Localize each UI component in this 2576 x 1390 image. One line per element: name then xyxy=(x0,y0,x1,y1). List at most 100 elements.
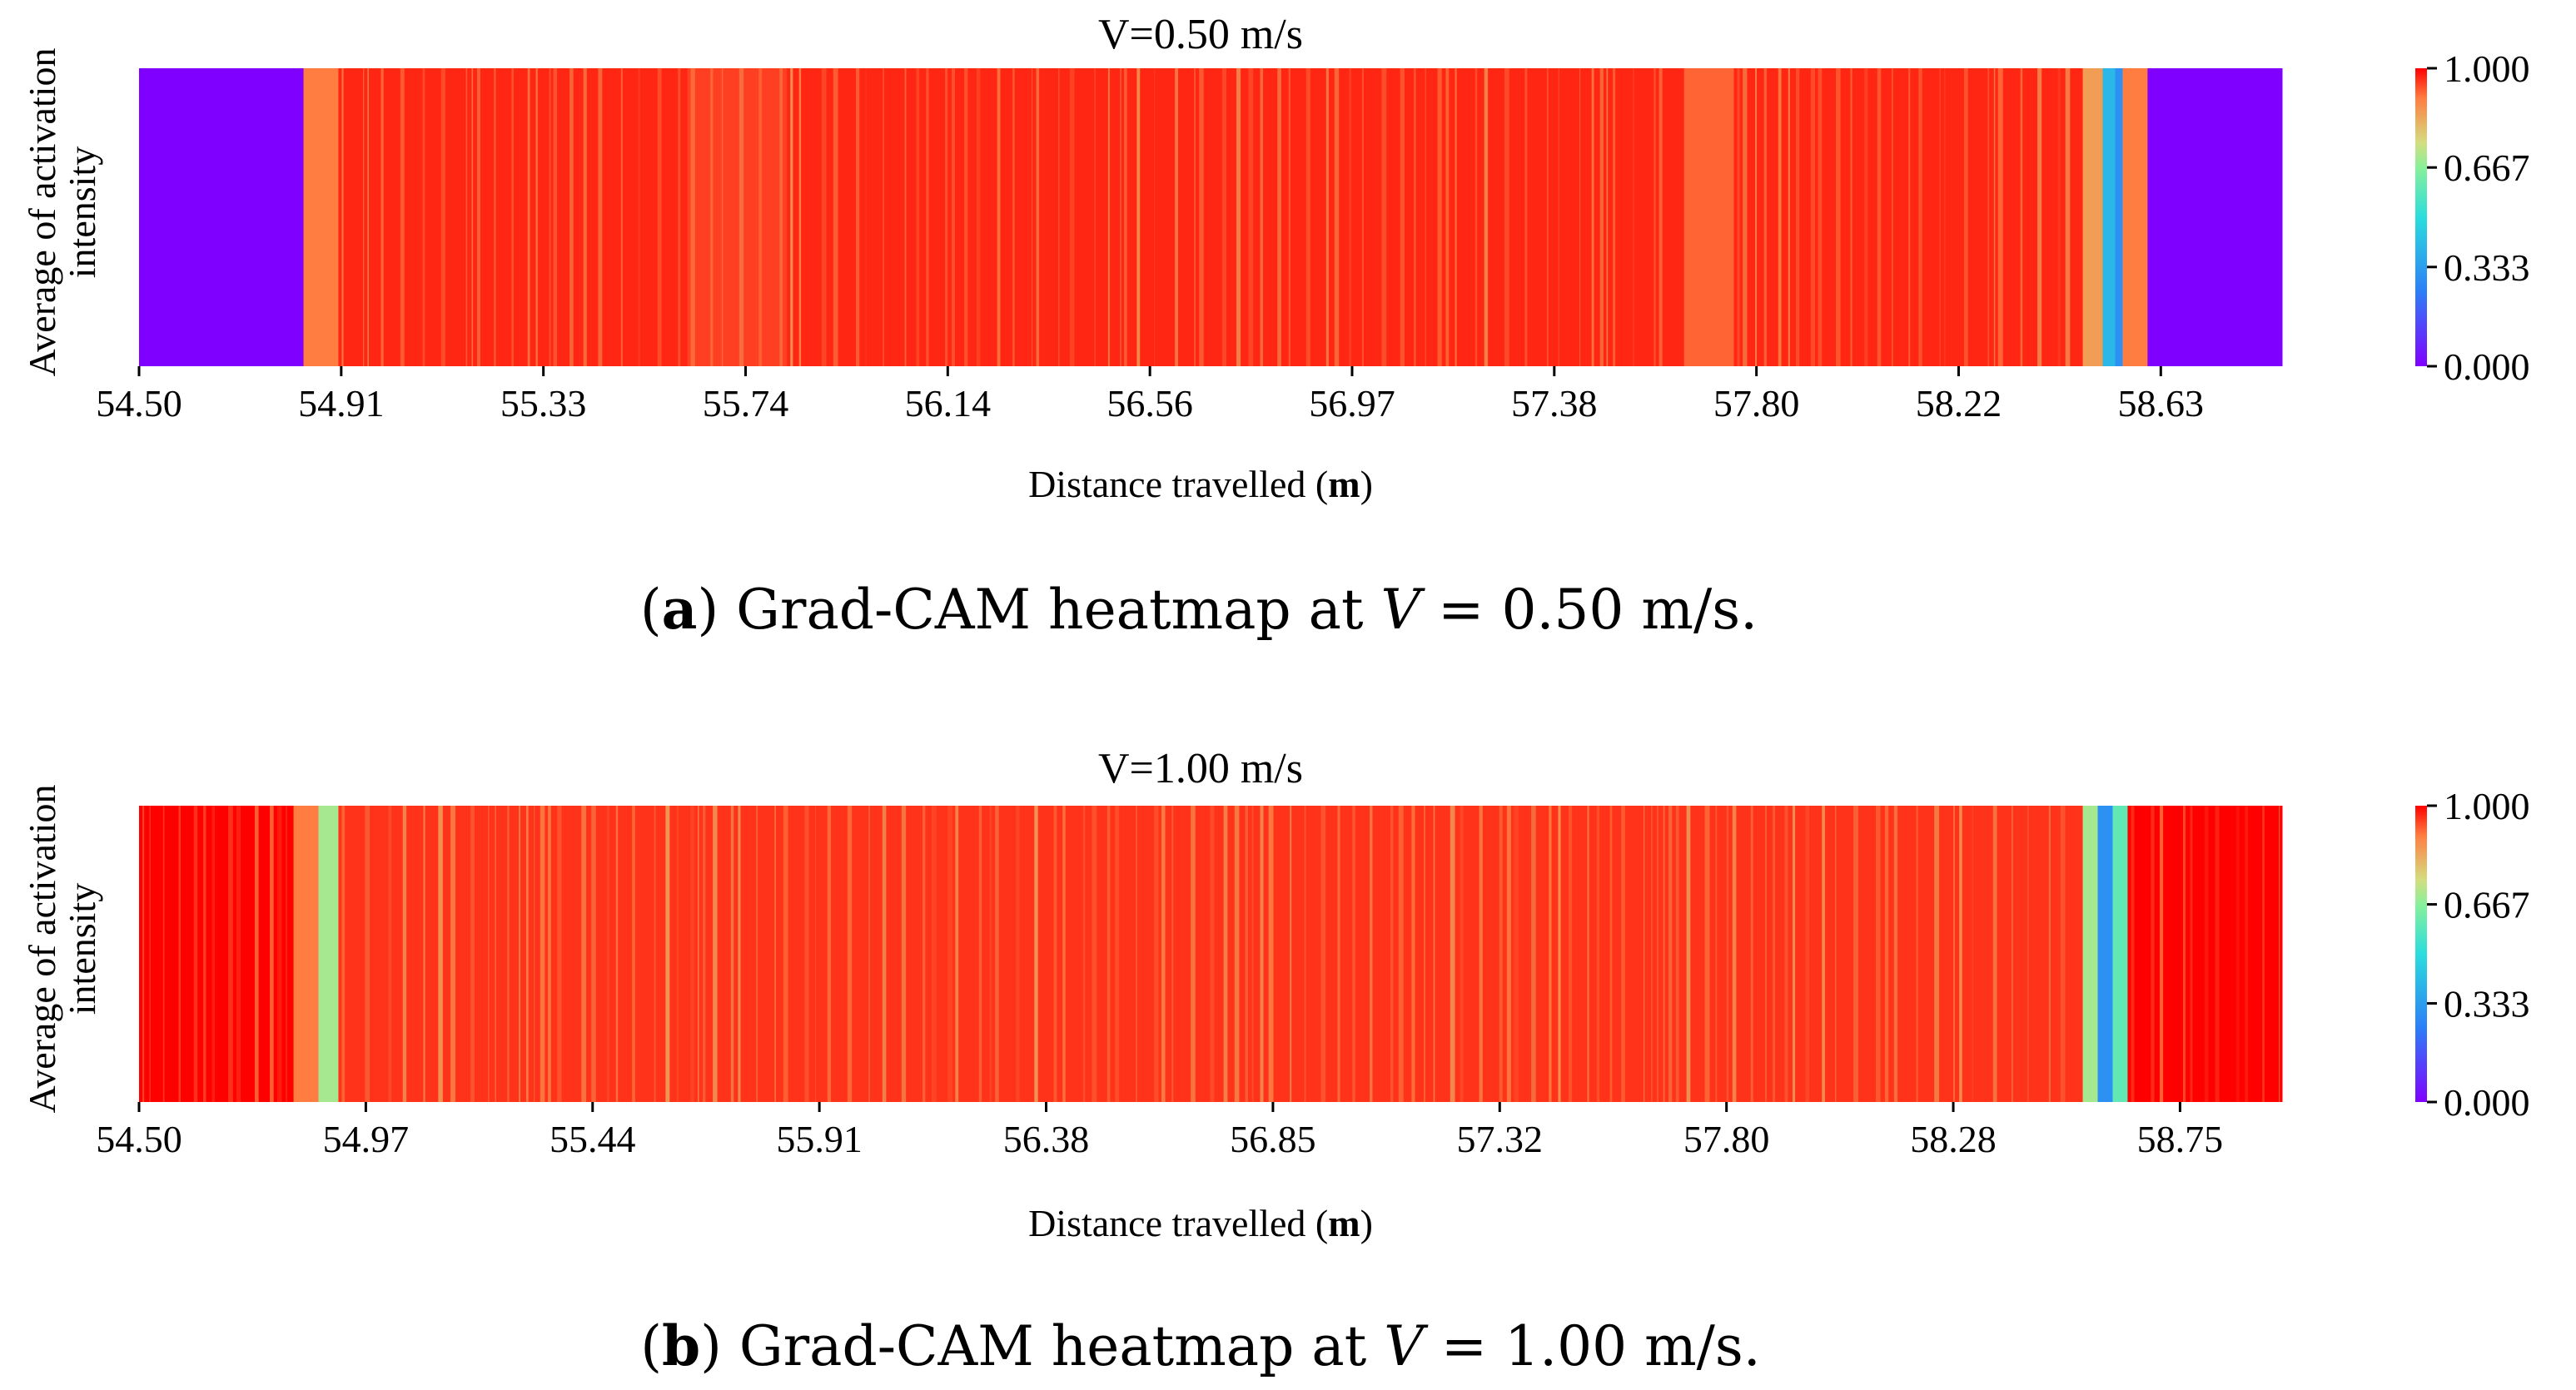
heat-stripe xyxy=(1381,68,1387,366)
heat-stripe xyxy=(1663,806,1665,1102)
heat-stripe xyxy=(1288,68,1290,366)
heat-stripe xyxy=(2048,806,2051,1102)
colorbar-gradient xyxy=(2415,68,2427,366)
heat-stripe xyxy=(1236,68,1241,366)
heat-stripe xyxy=(904,68,907,366)
heat-stripe xyxy=(615,806,619,1102)
heat-stripe xyxy=(1892,68,1893,366)
heat-cell xyxy=(2102,68,2116,366)
panel-a: V=0.50 m/s 54.50 54.91 55.33 55.74 56.14 56.5… xyxy=(21,11,2530,642)
heat-stripe xyxy=(1934,806,1940,1102)
heat-stripe xyxy=(995,806,999,1102)
heat-stripe xyxy=(193,806,198,1102)
heat-stripe xyxy=(1058,68,1060,366)
heat-stripe xyxy=(534,806,535,1102)
heat-stripe xyxy=(1876,806,1881,1102)
heat-stripe xyxy=(540,806,545,1102)
heat-stripe xyxy=(1609,806,1613,1102)
heat-stripe xyxy=(916,68,920,366)
heat-stripe xyxy=(833,68,838,366)
heat-stripe xyxy=(1853,806,1858,1102)
colorbar-tick-label: 1.000 xyxy=(2444,47,2530,90)
heat-stripe xyxy=(1171,806,1174,1102)
heat-stripe xyxy=(1805,806,1810,1102)
heat-stripe xyxy=(620,68,623,366)
heat-stripe xyxy=(1337,806,1340,1102)
heat-stripe xyxy=(211,806,216,1102)
heat-stripe xyxy=(276,806,282,1102)
heat-stripe xyxy=(779,68,783,366)
heat-stripe xyxy=(438,806,443,1102)
heat-stripe xyxy=(1016,806,1020,1102)
x-tick-label: 57.32 xyxy=(1457,1118,1544,1160)
heat-stripe xyxy=(1210,806,1215,1102)
heat-stripe xyxy=(856,68,860,366)
heat-stripe xyxy=(493,68,496,366)
heat-stripe xyxy=(1606,68,1609,366)
heat-stripe xyxy=(1743,68,1748,366)
heat-stripe xyxy=(2182,806,2186,1102)
heat-stripe xyxy=(1836,68,1841,366)
heat-stripe xyxy=(1062,806,1066,1102)
heat-cell xyxy=(1683,68,1735,366)
heat-cell xyxy=(2082,68,2104,366)
heat-stripe xyxy=(1474,68,1478,366)
heat-stripe xyxy=(488,806,490,1102)
heat-stripe xyxy=(1437,68,1442,366)
heat-stripe xyxy=(1370,806,1373,1102)
heat-stripe xyxy=(2151,806,2155,1102)
heat-stripe xyxy=(847,806,853,1102)
heat-stripe xyxy=(710,68,714,366)
heat-stripe xyxy=(1579,68,1581,366)
heat-stripe xyxy=(1850,68,1852,366)
heat-stripe xyxy=(519,806,521,1102)
heat-stripe xyxy=(1810,68,1816,366)
heat-stripe xyxy=(804,806,809,1102)
heat-stripe xyxy=(495,806,496,1102)
heat-stripe xyxy=(1423,806,1425,1102)
panel-a-title: V=0.50 m/s xyxy=(1098,11,1303,58)
heat-stripe xyxy=(2204,806,2209,1102)
panel-a-caption: (a) Grad-CAM heatmap at V = 0.50 m/s. xyxy=(640,577,1758,642)
heat-stripe xyxy=(1425,68,1426,366)
heat-stripe xyxy=(1963,68,1968,366)
heat-stripe xyxy=(1675,806,1679,1102)
x-tick-label: 54.50 xyxy=(96,382,182,424)
heat-stripe xyxy=(1161,806,1166,1102)
heat-stripe xyxy=(632,806,635,1102)
heat-stripe xyxy=(1445,68,1450,366)
heat-stripe xyxy=(2057,68,2061,366)
heat-stripe xyxy=(2037,68,2042,366)
heat-stripe xyxy=(997,68,1001,366)
heat-stripe xyxy=(1248,68,1254,366)
heat-stripe xyxy=(1191,806,1196,1102)
heat-stripe xyxy=(1524,68,1528,366)
heat-stripe xyxy=(254,806,259,1102)
x-tick-label: 58.22 xyxy=(1916,382,2002,424)
heat-stripe xyxy=(1784,806,1788,1102)
heat-stripe xyxy=(657,68,662,366)
heat-stripe xyxy=(1864,68,1868,366)
heat-cell xyxy=(2115,68,2123,366)
heat-stripe xyxy=(2060,806,2066,1102)
heat-stripe xyxy=(1763,68,1768,366)
panel-a-y-axis-title: Average of activation intensity xyxy=(21,47,103,376)
heat-stripe xyxy=(228,806,233,1102)
heat-stripe xyxy=(1877,68,1882,366)
heat-stripe xyxy=(738,68,744,366)
heat-stripe xyxy=(1514,806,1519,1102)
heat-cell xyxy=(787,68,1685,366)
heat-stripe xyxy=(827,806,832,1102)
heat-stripe xyxy=(1546,68,1549,366)
heat-stripe xyxy=(1944,68,1946,366)
y-axis-title-line1: Average of activation xyxy=(21,784,63,1113)
heat-stripe xyxy=(1325,68,1329,366)
heat-stripe xyxy=(402,806,407,1102)
colorbar-tick-label: 0.333 xyxy=(2444,982,2530,1025)
x-tick-label: 57.80 xyxy=(1683,1118,1770,1160)
heat-stripe xyxy=(507,806,510,1102)
heat-stripe xyxy=(1455,68,1457,366)
heat-stripe xyxy=(2020,68,2023,366)
heat-stripe xyxy=(269,806,274,1102)
heat-stripe xyxy=(952,68,955,366)
